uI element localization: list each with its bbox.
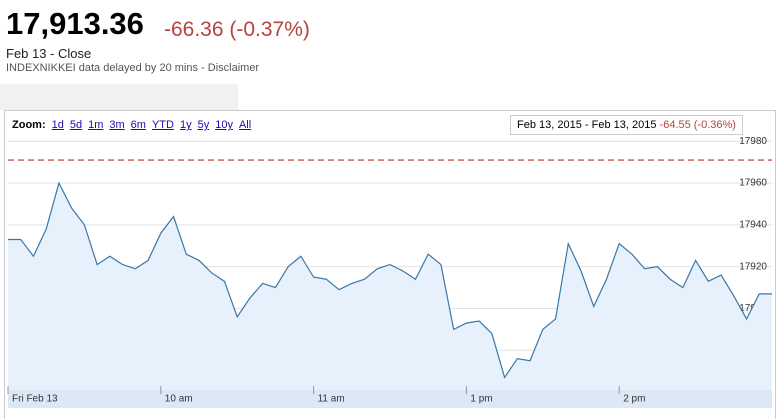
zoom-option[interactable]: YTD bbox=[151, 119, 174, 131]
zoom-option[interactable]: 1m bbox=[88, 119, 104, 131]
close-date: Feb 13 - Close bbox=[6, 46, 92, 61]
data-note: INDEXNIKKEI data delayed by 20 mins - Di… bbox=[6, 62, 260, 74]
range-to: Feb 13, 2015 bbox=[591, 119, 657, 131]
x-tick-label: 2 pm bbox=[623, 394, 645, 405]
zoom-bar: Zoom: 1d 5d 1m 3m 6m YTD 1y 5y 10y All bbox=[12, 119, 257, 131]
y-tick-label: 17940 bbox=[739, 220, 767, 231]
x-tick-label: 1 pm bbox=[470, 394, 492, 405]
y-tick-label: 17920 bbox=[739, 261, 767, 272]
zoom-option[interactable]: 10y bbox=[215, 119, 233, 131]
price: 17,913.36 bbox=[6, 6, 144, 41]
zoom-option[interactable]: 5d bbox=[69, 119, 83, 131]
range-box: Feb 13, 2015 - Feb 13, 2015 -64.55 (-0.3… bbox=[510, 115, 743, 135]
x-axis-band bbox=[8, 390, 772, 408]
range-sep: - bbox=[584, 119, 589, 131]
x-tick-label: 10 am bbox=[165, 394, 193, 405]
price-change: -66.36 (-0.37%) bbox=[164, 18, 310, 41]
line bbox=[8, 181, 772, 379]
x-tick-label: 11 am bbox=[318, 394, 345, 405]
range-from: Feb 13, 2015 bbox=[517, 119, 582, 131]
y-tick-label: 17980 bbox=[739, 136, 767, 147]
zoom-option[interactable]: All bbox=[238, 119, 252, 131]
y-tick-label: 17960 bbox=[739, 178, 767, 189]
x-tick-label: Fri Feb 13 bbox=[12, 394, 58, 405]
chart-box bbox=[4, 110, 776, 419]
zoom-option[interactable]: 1d bbox=[51, 119, 64, 131]
zoom-option[interactable]: 6m bbox=[130, 119, 146, 131]
range-change: -64.55 (-0.36%) bbox=[659, 119, 736, 131]
tab-strip bbox=[0, 84, 238, 110]
zoom-option[interactable]: 3m bbox=[109, 119, 125, 131]
zoom-option[interactable]: 5y bbox=[197, 119, 210, 131]
zoom-label: Zoom: bbox=[12, 119, 46, 131]
area bbox=[8, 183, 772, 390]
zoom-option[interactable]: 1y bbox=[179, 119, 192, 131]
